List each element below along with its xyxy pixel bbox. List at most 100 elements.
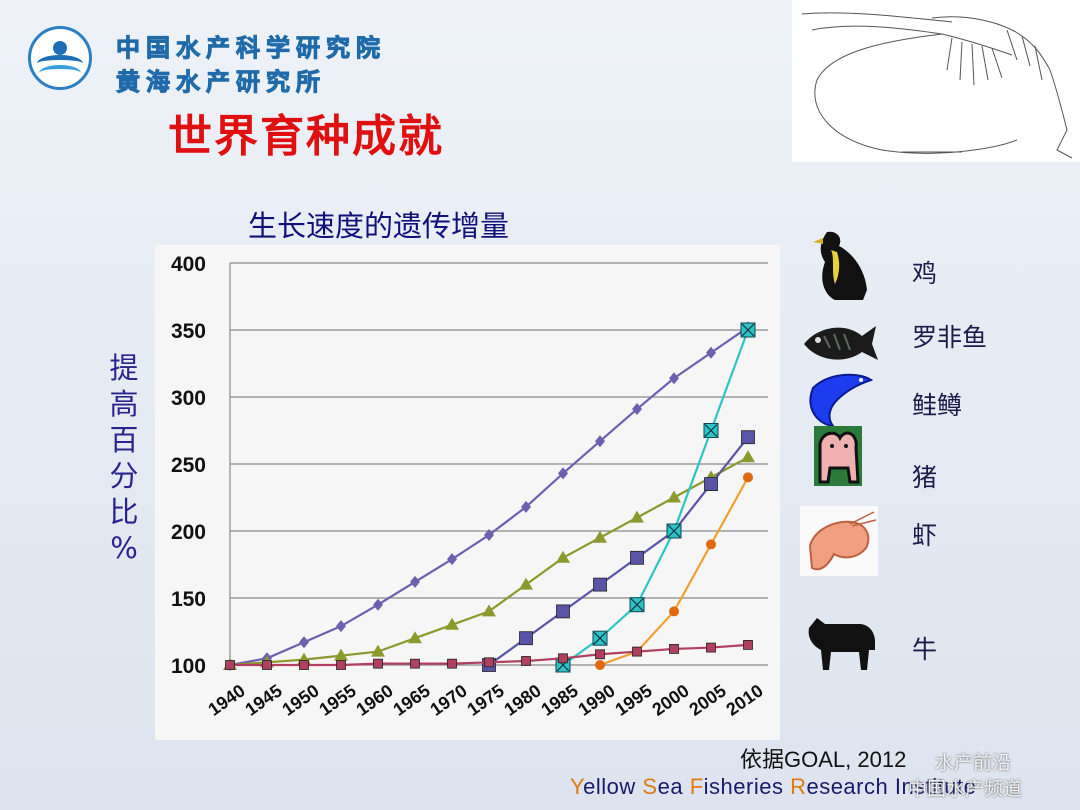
page-title: 世界育种成就 (168, 111, 444, 162)
data-point-cross (593, 631, 607, 645)
data-point (445, 617, 459, 630)
data-point (519, 577, 533, 590)
data-point (558, 653, 568, 664)
data-point (593, 577, 607, 592)
data-point (706, 346, 716, 359)
data-point-cross (704, 424, 718, 437)
x-tick-label: 2000 (648, 680, 692, 719)
y-axis-label-char: 高 (109, 387, 139, 421)
institute-logo-block: 中国水产科学研究院 黄海水产研究所 (24, 22, 424, 102)
y-axis-label-char: 百 (109, 423, 139, 457)
x-tick-label: 1950 (278, 680, 322, 719)
data-point (447, 658, 457, 669)
tilapia-icon (804, 326, 878, 360)
y-tick-label: 250 (171, 454, 206, 477)
series-line-salmon (488, 436, 749, 666)
x-tick-label: 1965 (389, 680, 433, 719)
data-point (336, 660, 346, 670)
institute-english-name: Yellow Sea Fisheries Research Institute (570, 774, 977, 799)
data-point (373, 598, 383, 611)
legend-chicken-label: 鸡 (912, 259, 938, 288)
y-tick-label: 200 (171, 521, 206, 544)
chart-title: 生长速度的遗传增量 (248, 209, 510, 243)
data-point (630, 550, 644, 565)
data-point (299, 660, 309, 670)
y-tick-label: 350 (171, 320, 206, 343)
x-tick-label: 1970 (426, 680, 470, 719)
data-point (704, 477, 718, 492)
data-point (669, 372, 679, 385)
series-line-pig (562, 329, 750, 666)
shrimp-icon (800, 506, 878, 576)
data-point (447, 553, 457, 566)
data-point (669, 644, 679, 654)
org-name-line2: 黄海水产研究所 (116, 68, 326, 97)
data-point (521, 656, 531, 666)
x-tick-label: 1975 (463, 680, 507, 719)
data-point (741, 450, 755, 463)
data-point (669, 606, 679, 617)
data-point (334, 648, 348, 661)
data-point (667, 490, 681, 503)
salmon-icon (809, 373, 874, 428)
x-tick-label: 1955 (315, 680, 359, 719)
watermark-line1: 水产前沿 (935, 752, 1012, 774)
legend-shrimp-label: 虾 (912, 521, 938, 550)
data-point (373, 658, 383, 669)
x-tick-label: 2005 (685, 680, 729, 719)
source-citation: 依据GOAL, 2012 (740, 747, 907, 772)
y-axis-label-char: 分 (109, 459, 139, 493)
cattle-icon (808, 618, 875, 670)
data-point (410, 658, 420, 669)
data-point (743, 640, 753, 650)
data-point (484, 657, 494, 668)
x-tick-label: 1960 (352, 680, 396, 719)
y-tick-label: 100 (171, 655, 206, 678)
legend-salmon-label: 鲑鳟 (912, 391, 963, 420)
y-tick-label: 150 (171, 588, 206, 611)
data-point (225, 660, 235, 670)
data-point (482, 604, 496, 617)
data-point (706, 539, 716, 550)
pig-icon (814, 426, 862, 486)
data-point (743, 472, 753, 483)
data-point (741, 430, 755, 445)
data-point (519, 631, 533, 646)
data-point (632, 403, 642, 416)
data-point (521, 500, 531, 513)
data-point (262, 660, 272, 670)
series-line-shrimp (599, 476, 749, 667)
x-tick-label: 2010 (722, 680, 766, 719)
data-point (556, 604, 570, 619)
y-tick-label: 400 (171, 253, 206, 276)
data-point (595, 435, 605, 448)
institute-logo-icon (28, 26, 92, 90)
x-tick-label: 1985 (537, 680, 581, 719)
data-point (410, 575, 420, 588)
x-tick-label: 1995 (611, 680, 655, 719)
data-point (299, 636, 309, 649)
data-point (408, 631, 422, 644)
legend-pig-label: 猪 (912, 463, 938, 492)
data-point-cross (741, 323, 755, 337)
data-point (632, 646, 642, 657)
x-tick-label: 1945 (241, 680, 285, 719)
shrimp-drawing-icon (801, 12, 1073, 159)
legend-tilapia-label: 罗非鱼 (912, 323, 988, 352)
data-point (558, 467, 568, 480)
y-axis-label-char: 提 (109, 351, 139, 385)
data-point (593, 530, 607, 543)
x-tick-label: 1990 (574, 680, 618, 719)
x-tick-label: 1940 (204, 680, 248, 719)
legend-cattle-label: 牛 (912, 635, 938, 664)
data-point (595, 660, 605, 670)
org-name-line1: 中国水产科学研究院 (116, 34, 386, 63)
watermark-line2: 中国水产频道 (908, 778, 1023, 800)
data-point-cross (667, 524, 681, 538)
data-point (484, 529, 494, 542)
y-axis-label-char: 比 (109, 495, 139, 529)
data-point (630, 510, 644, 523)
chicken-icon (813, 231, 867, 300)
data-point (556, 550, 570, 563)
